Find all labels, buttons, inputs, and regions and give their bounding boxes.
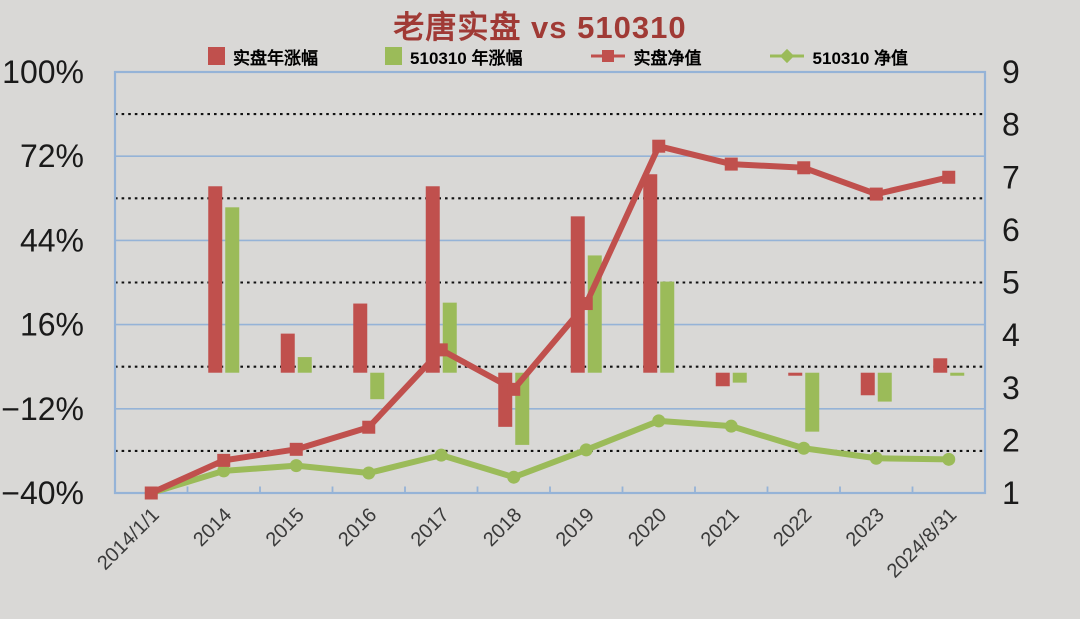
bar-etf-2024/8/31 (950, 372, 965, 376)
bar-etf-2016 (370, 372, 385, 400)
shipan-nav-line (148, 143, 952, 496)
y-axis-right-label: 1 (1002, 475, 1020, 511)
etf-nav-marker-2014 (217, 464, 231, 478)
etf-nav-marker-2015 (289, 459, 303, 473)
x-axis-label-2015: 2015 (262, 504, 309, 551)
bar-shipan-2024/8/31 (933, 358, 948, 373)
chart-title-main: 老唐实盘 (393, 10, 522, 45)
etf-nav-marker-2020 (652, 414, 666, 428)
shipan-nav-marker-2014/1/1 (144, 486, 158, 500)
y-axis-left-label: 100% (2, 54, 84, 90)
x-axis-label-2023: 2023 (842, 504, 889, 551)
etf-nav-marker-2016 (362, 466, 376, 480)
etf-nav-marker-2021 (724, 419, 738, 433)
bar-etf-2015 (297, 357, 312, 373)
etf-nav-line-marker-icon (769, 48, 804, 64)
legend-label-etf-return: 510310 年涨幅 (410, 48, 523, 68)
legend-label-shipan-nav: 实盘净值 (633, 48, 702, 68)
x-axis-label-2016: 2016 (334, 504, 381, 551)
etf-nav-marker-2024/8/31 (942, 452, 956, 466)
x-axis-label-2014: 2014 (189, 504, 236, 551)
legend-item-shipan-return: 实盘年涨幅 (208, 44, 318, 69)
bar-etf-2014 (225, 207, 240, 373)
y-axis-right-label: 8 (1002, 107, 1020, 143)
x-axis-label-2014/1/1: 2014/1/1 (93, 504, 164, 575)
shipan-nav-marker-2021 (724, 157, 738, 171)
etf-nav-marker-2019 (579, 443, 593, 457)
legend-item-shipan-nav: 实盘净值 (590, 44, 702, 69)
shipan-nav-marker-2024/8/31 (942, 170, 956, 184)
shipan-nav-marker-2018 (507, 382, 521, 396)
bar-etf-2021 (732, 372, 747, 383)
x-axis-label-2022: 2022 (769, 504, 816, 551)
shipan-nav-marker-2019 (579, 297, 593, 311)
y-axis-right-label: 6 (1002, 212, 1020, 248)
y-axis-right-label: 9 (1002, 54, 1020, 90)
x-axis-label-2018: 2018 (479, 504, 526, 551)
legend-label-etf-nav: 510310 净值 (812, 48, 908, 68)
bar-shipan-2019 (570, 216, 585, 373)
etf-nav-marker-2018 (507, 470, 521, 484)
bar-etf-2020 (660, 281, 675, 373)
bar-shipan-2022 (788, 372, 803, 376)
bar-shipan-2016 (353, 303, 368, 373)
x-axis-label-2021: 2021 (697, 504, 744, 551)
etf-nav-marker-2023 (869, 451, 883, 465)
shipan-nav-marker-2023 (869, 187, 883, 201)
x-axis-label-2024/8/31: 2024/8/31 (883, 504, 961, 582)
y-axis-left-label: −40% (1, 475, 84, 511)
bar-etf-2023 (877, 372, 892, 402)
y-axis-right-label: 5 (1002, 265, 1020, 301)
legend-item-etf-return: 510310 年涨幅 (385, 44, 522, 69)
y-axis-right-label: 2 (1002, 422, 1020, 458)
shipan-nav-marker-2016 (362, 420, 376, 434)
shipan-nav-marker-2014 (217, 453, 231, 467)
shipan-return-swatch-icon (208, 47, 225, 65)
shipan-nav-marker-2020 (652, 139, 666, 153)
shipan-nav-marker-2017 (434, 343, 448, 357)
bar-shipan-2014 (208, 186, 223, 373)
shipan-nav-marker-2022 (797, 161, 811, 175)
bar-shipan-2017 (425, 186, 440, 373)
legend-item-etf-nav: 510310 净值 (769, 44, 908, 69)
bar-etf-2022 (805, 372, 820, 432)
y-axis-right-label: 3 (1002, 370, 1020, 406)
bar-shipan-2023 (860, 372, 875, 396)
y-axis-right-label: 4 (1002, 317, 1020, 353)
shipan-nav-line-marker-icon (590, 50, 625, 62)
chart-title-suffix: vs 510310 (521, 10, 687, 45)
bar-shipan-2015 (280, 333, 295, 373)
bar-shipan-2020 (643, 174, 658, 373)
x-axis-label-2017: 2017 (407, 504, 454, 551)
y-axis-left-label: 44% (20, 222, 84, 258)
bar-etf-2017 (442, 302, 457, 373)
chart-title: 老唐实盘 vs 510310 (0, 2, 1080, 47)
y-axis-left-label: 72% (20, 138, 84, 174)
bar-shipan-2021 (715, 372, 730, 387)
etf-nav-line (148, 417, 952, 496)
y-axis-right-label: 7 (1002, 159, 1020, 195)
etf-return-swatch-icon (385, 47, 403, 65)
etf-nav-marker-2022 (797, 441, 811, 455)
y-axis-left-label: −12% (1, 391, 84, 427)
bar-etf-2019 (587, 255, 602, 373)
x-axis-label-2020: 2020 (624, 504, 671, 551)
shipan-nav-marker-2015 (289, 442, 303, 456)
legend-label-shipan-return: 实盘年涨幅 (233, 48, 318, 68)
y-axis-left-label: 16% (20, 307, 84, 343)
x-axis-label-2019: 2019 (552, 504, 599, 551)
etf-nav-marker-2017 (434, 448, 448, 462)
chart-legend: 实盘年涨幅 510310 年涨幅 实盘净值 510310 净值 (208, 42, 908, 70)
